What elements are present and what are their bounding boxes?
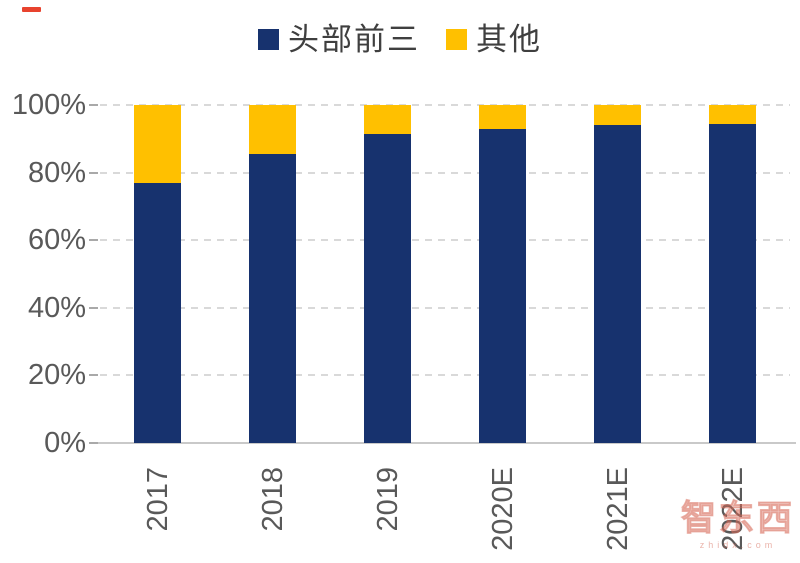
stacked-bar-2021E xyxy=(594,105,641,443)
legend-swatch-gold-icon xyxy=(446,29,467,50)
bar-segment-其他 xyxy=(249,105,296,155)
y-axis-tick xyxy=(89,306,98,309)
bar-segment-头部前三 xyxy=(709,123,756,443)
y-axis-labels: 0% 20% 40% 60% 80% 100% xyxy=(0,90,86,458)
y-axis-tick-label: 40% xyxy=(27,291,86,324)
stacked-bar-2018 xyxy=(249,105,296,443)
y-axis-tick xyxy=(89,374,98,377)
y-axis-tick xyxy=(89,104,98,106)
bar-segment-其他 xyxy=(594,105,641,126)
watermark-url-text: zhidx.com xyxy=(699,539,777,550)
bar-segment-头部前三 xyxy=(594,125,641,443)
legend-label-others: 其他 xyxy=(476,22,542,57)
stacked-bar-2017 xyxy=(134,105,181,443)
legend-label-top3: 头部前三 xyxy=(288,22,420,57)
red-dash-mark xyxy=(22,7,41,12)
stacked-bar-2019 xyxy=(364,105,411,443)
stacked-bar-2020E xyxy=(479,105,526,443)
bar-segment-其他 xyxy=(364,105,411,134)
bar-segment-头部前三 xyxy=(364,133,411,443)
gridline xyxy=(100,374,790,377)
plot-area xyxy=(89,104,796,444)
bar-segment-头部前三 xyxy=(249,154,296,443)
y-axis-tick xyxy=(89,171,98,174)
bar-segment-头部前三 xyxy=(479,128,526,443)
legend-swatch-navy-icon xyxy=(258,29,279,50)
y-axis-tick-label: 0% xyxy=(44,427,86,459)
gridline xyxy=(100,306,790,309)
watermark-logo-text: 智东西 xyxy=(680,499,795,538)
x-axis-line xyxy=(92,442,796,444)
stacked-bar-2022E xyxy=(709,105,756,443)
gridline xyxy=(100,104,790,106)
x-axis-label-2020E: 2020E xyxy=(486,467,519,551)
gridline xyxy=(100,239,790,242)
chart-legend: 头部前三 其他 xyxy=(0,24,800,55)
gridline xyxy=(100,171,790,174)
y-axis-tick xyxy=(89,442,98,444)
y-axis-tick-label: 100% xyxy=(11,89,86,121)
bar-segment-头部前三 xyxy=(134,182,181,443)
legend-item-top3: 头部前三 xyxy=(258,24,420,55)
y-axis-tick-label: 80% xyxy=(27,156,86,189)
y-axis-tick xyxy=(89,239,98,242)
bar-segment-其他 xyxy=(134,105,181,183)
x-axis-label-2021E: 2021E xyxy=(601,467,634,551)
bar-segment-其他 xyxy=(709,105,756,124)
x-axis-label-2019: 2019 xyxy=(371,467,404,532)
legend-item-others: 其他 xyxy=(446,24,542,55)
y-axis-tick-label: 20% xyxy=(27,359,86,392)
x-axis-label-2017: 2017 xyxy=(141,467,174,532)
bar-segment-其他 xyxy=(479,105,526,129)
watermark: 智东西 zhidx.com xyxy=(676,499,800,550)
x-axis-label-2018: 2018 xyxy=(256,467,289,532)
y-axis-tick-label: 60% xyxy=(27,224,86,257)
